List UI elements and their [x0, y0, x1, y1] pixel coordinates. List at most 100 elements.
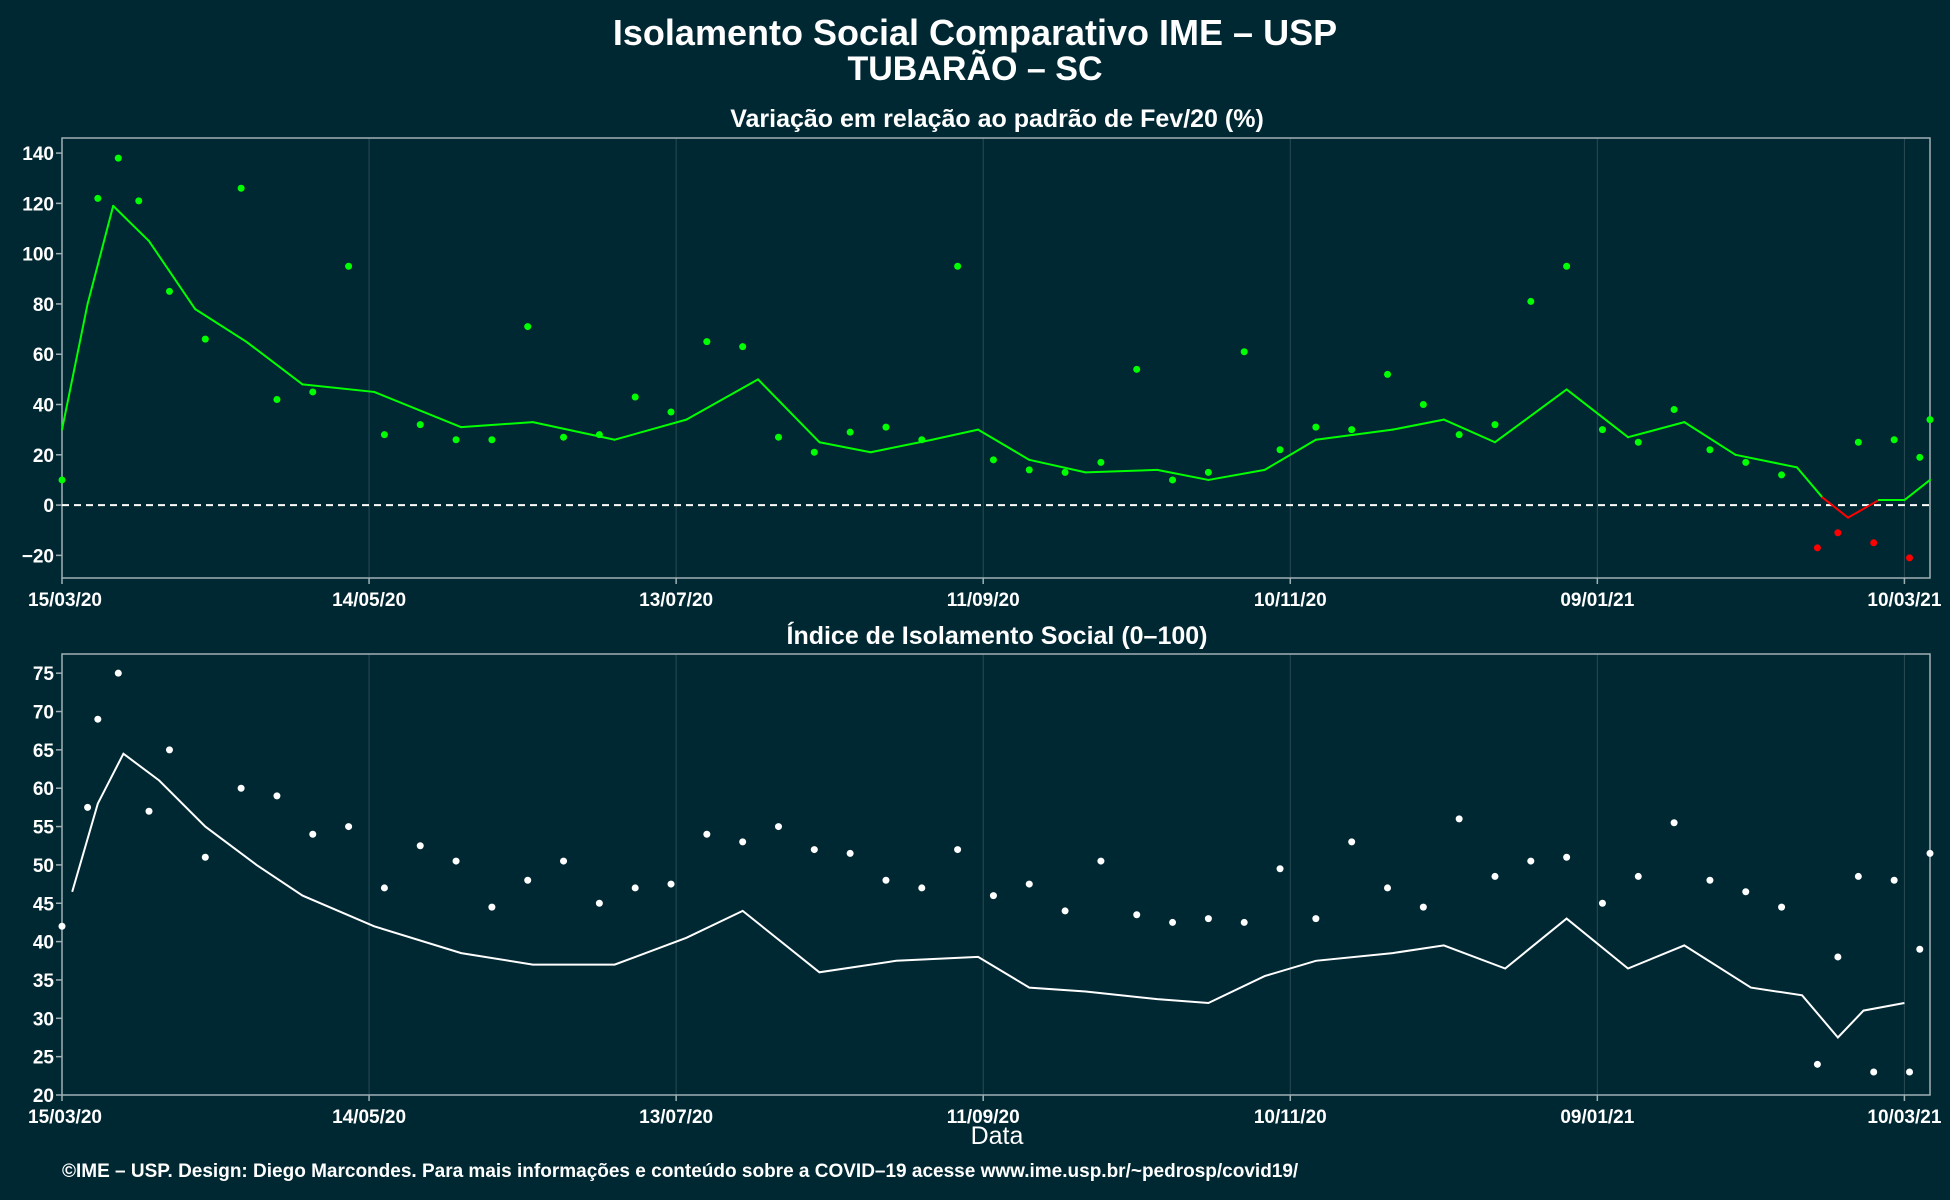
y-tick-label: 25	[33, 1048, 55, 1069]
y-tick-label: 120	[22, 194, 54, 215]
data-point	[1906, 1068, 1914, 1076]
data-point	[1276, 865, 1284, 873]
data-point	[810, 448, 818, 456]
data-point	[1563, 853, 1571, 861]
data-point	[1097, 857, 1105, 865]
data-point	[1527, 857, 1535, 865]
data-point	[524, 876, 532, 884]
data-point	[1455, 431, 1463, 439]
data-point	[1906, 554, 1914, 562]
moving-average-segment	[373, 390, 463, 429]
data-point	[1870, 539, 1878, 547]
data-point	[1491, 872, 1499, 880]
data-point	[1240, 348, 1248, 356]
data-point	[1890, 876, 1898, 884]
data-point	[201, 335, 209, 343]
x-tick-label: 10/11/20	[1254, 1107, 1327, 1128]
data-point	[1916, 945, 1924, 953]
data-point	[1778, 471, 1786, 479]
data-point	[1926, 849, 1934, 857]
data-point	[452, 436, 460, 444]
data-point	[1890, 436, 1898, 444]
data-point	[165, 287, 173, 295]
moving-average-segment	[1028, 458, 1087, 474]
data-point	[918, 436, 926, 444]
data-point	[1169, 476, 1177, 484]
moving-average-segment	[1565, 388, 1630, 439]
x-tick-label: 15/03/20	[28, 1107, 102, 1128]
y-tick-label: 45	[33, 894, 55, 915]
data-point	[846, 428, 854, 436]
data-point	[237, 184, 245, 192]
moving-average-segment	[1847, 499, 1880, 519]
moving-average-segment	[1493, 388, 1568, 444]
y-tick-label: 140	[22, 144, 54, 165]
data-point	[954, 846, 962, 854]
data-point	[1312, 915, 1320, 923]
data-point	[1133, 911, 1141, 919]
data-point	[58, 476, 66, 484]
moving-average-segment	[1821, 496, 1850, 519]
y-tick-label: 50	[33, 856, 54, 877]
data-point	[309, 388, 317, 396]
moving-average-segment	[148, 240, 197, 310]
data-point	[1813, 1060, 1821, 1068]
data-point	[345, 823, 353, 831]
x-tick-label: 14/05/20	[332, 1107, 406, 1128]
data-point	[595, 899, 603, 907]
data-point	[309, 830, 317, 838]
moving-average-segment	[1734, 453, 1798, 469]
data-point	[1276, 446, 1284, 454]
data-point	[94, 715, 102, 723]
moving-average-segment	[1795, 466, 1824, 499]
moving-average-segment	[301, 383, 376, 393]
y-tick-label: 0	[43, 496, 54, 517]
data-point	[1854, 872, 1862, 880]
y-tick-label: 100	[22, 245, 54, 266]
data-point	[1061, 468, 1069, 476]
data-point	[165, 746, 173, 754]
data-point	[1742, 458, 1750, 466]
data-point	[739, 343, 747, 351]
moving-average-segment	[112, 204, 151, 243]
data-point	[1025, 880, 1033, 888]
moving-average-segment	[1683, 421, 1737, 456]
data-point	[1778, 903, 1786, 911]
y-tick-label: 20	[33, 1086, 54, 1107]
data-point	[989, 456, 997, 464]
data-point	[345, 262, 353, 270]
data-point	[739, 838, 747, 846]
data-point	[1455, 815, 1463, 823]
data-point	[488, 903, 496, 911]
data-point	[774, 433, 782, 441]
moving-average-segment	[1207, 468, 1266, 481]
data-point	[416, 421, 424, 429]
chart-title: Isolamento Social Comparativo IME – USP	[612, 12, 1338, 53]
data-point	[94, 194, 102, 202]
data-point	[1204, 915, 1212, 923]
data-point	[1706, 446, 1714, 454]
data-point	[1348, 426, 1356, 434]
moving-average-segment	[685, 378, 760, 421]
data-point	[989, 892, 997, 900]
data-point	[1634, 872, 1642, 880]
moving-average-segment	[460, 421, 534, 429]
x-tick-label: 10/03/21	[1867, 590, 1941, 611]
data-point	[1384, 370, 1392, 378]
moving-average-line	[71, 752, 1905, 1039]
moving-average-segment	[1391, 418, 1445, 431]
moving-average-segment	[194, 307, 248, 343]
data-point	[846, 849, 854, 857]
moving-average-segment	[613, 418, 688, 441]
moving-average-segment	[1314, 428, 1394, 441]
data-point	[145, 807, 153, 815]
y-tick-label: 65	[33, 741, 55, 762]
y-tick-label: 35	[33, 971, 55, 992]
data-point	[1813, 544, 1821, 552]
data-point	[560, 857, 568, 865]
data-point	[488, 436, 496, 444]
y-tick-label: 60	[33, 345, 54, 366]
x-tick-label: 11/09/20	[947, 590, 1020, 611]
data-point	[1025, 466, 1033, 474]
